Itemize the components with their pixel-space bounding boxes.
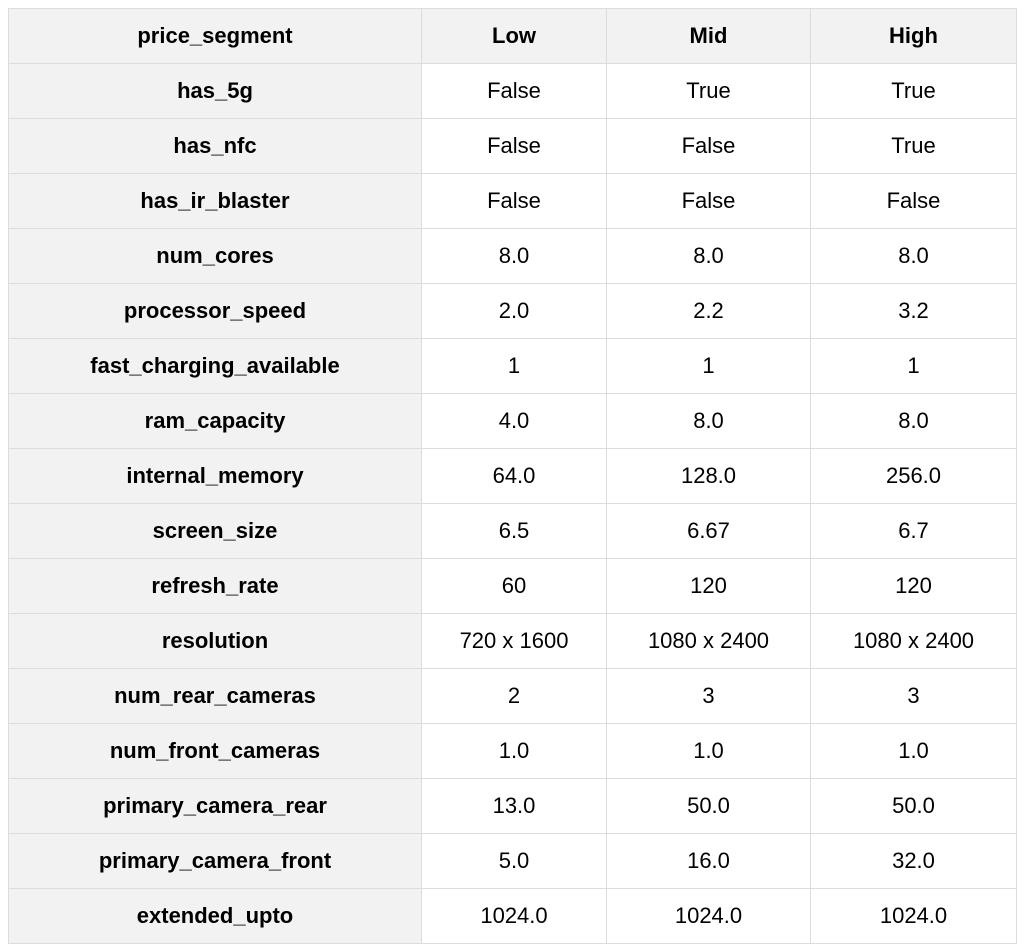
- table-row: num_cores 8.0 8.0 8.0: [8, 228, 1017, 284]
- cell-low: 60: [421, 558, 607, 614]
- cell-high: 3.2: [810, 283, 1017, 339]
- table-row: num_rear_cameras 2 3 3: [8, 668, 1017, 724]
- cell-mid: 1.0: [606, 723, 811, 779]
- row-label: primary_camera_front: [8, 833, 422, 889]
- table-row: has_5g False True True: [8, 63, 1017, 119]
- header-row: price_segment Low Mid High: [8, 8, 1017, 64]
- table-row: num_front_cameras 1.0 1.0 1.0: [8, 723, 1017, 779]
- header-cell-low: Low: [421, 8, 607, 64]
- cell-mid: 8.0: [606, 228, 811, 284]
- cell-low: 5.0: [421, 833, 607, 889]
- cell-low: 8.0: [421, 228, 607, 284]
- table-row: primary_camera_front 5.0 16.0 32.0: [8, 833, 1017, 889]
- table-header: price_segment Low Mid High: [8, 8, 1017, 64]
- row-label: internal_memory: [8, 448, 422, 504]
- cell-high: True: [810, 63, 1017, 119]
- row-label: ram_capacity: [8, 393, 422, 449]
- table-row: primary_camera_rear 13.0 50.0 50.0: [8, 778, 1017, 834]
- row-label: extended_upto: [8, 888, 422, 944]
- table-row: fast_charging_available 1 1 1: [8, 338, 1017, 394]
- row-label: num_front_cameras: [8, 723, 422, 779]
- table-row: refresh_rate 60 120 120: [8, 558, 1017, 614]
- cell-low: False: [421, 63, 607, 119]
- header-cell-mid: Mid: [606, 8, 811, 64]
- row-label: refresh_rate: [8, 558, 422, 614]
- row-label: resolution: [8, 613, 422, 669]
- cell-mid: False: [606, 173, 811, 229]
- cell-mid: 1080 x 2400: [606, 613, 811, 669]
- table-container: price_segment Low Mid High has_5g False Tr…: [8, 8, 1017, 944]
- cell-low: False: [421, 173, 607, 229]
- cell-mid: 120: [606, 558, 811, 614]
- table-row: resolution 720 x 1600 1080 x 2400 1080 x 24…: [8, 613, 1017, 669]
- cell-high: 256.0: [810, 448, 1017, 504]
- cell-high: 8.0: [810, 228, 1017, 284]
- cell-mid: 2.2: [606, 283, 811, 339]
- row-label: primary_camera_rear: [8, 778, 422, 834]
- cell-mid: 6.67: [606, 503, 811, 559]
- table-row: ram_capacity 4.0 8.0 8.0: [8, 393, 1017, 449]
- cell-high: True: [810, 118, 1017, 174]
- row-label: num_cores: [8, 228, 422, 284]
- cell-mid: 128.0: [606, 448, 811, 504]
- row-label: fast_charging_available: [8, 338, 422, 394]
- cell-mid: 8.0: [606, 393, 811, 449]
- cell-high: 50.0: [810, 778, 1017, 834]
- cell-mid: 1024.0: [606, 888, 811, 944]
- table-row: has_nfc False False True: [8, 118, 1017, 174]
- cell-high: False: [810, 173, 1017, 229]
- header-cell-high: High: [810, 8, 1017, 64]
- cell-low: 2.0: [421, 283, 607, 339]
- cell-mid: 16.0: [606, 833, 811, 889]
- cell-high: 32.0: [810, 833, 1017, 889]
- cell-low: 4.0: [421, 393, 607, 449]
- table-row: screen_size 6.5 6.67 6.7: [8, 503, 1017, 559]
- cell-mid: 1: [606, 338, 811, 394]
- table-row: has_ir_blaster False False False: [8, 173, 1017, 229]
- cell-high: 1080 x 2400: [810, 613, 1017, 669]
- table-body: has_5g False True True has_nfc False False True…: [8, 63, 1017, 944]
- row-label: processor_speed: [8, 283, 422, 339]
- cell-high: 8.0: [810, 393, 1017, 449]
- table-row: internal_memory 64.0 128.0 256.0: [8, 448, 1017, 504]
- cell-high: 120: [810, 558, 1017, 614]
- row-label: has_5g: [8, 63, 422, 119]
- cell-low: 1024.0: [421, 888, 607, 944]
- cell-low: 64.0: [421, 448, 607, 504]
- table-row: processor_speed 2.0 2.2 3.2: [8, 283, 1017, 339]
- cell-low: 6.5: [421, 503, 607, 559]
- cell-mid: 3: [606, 668, 811, 724]
- cell-mid: 50.0: [606, 778, 811, 834]
- cell-high: 1: [810, 338, 1017, 394]
- cell-low: 720 x 1600: [421, 613, 607, 669]
- cell-high: 1.0: [810, 723, 1017, 779]
- table-row: extended_upto 1024.0 1024.0 1024.0: [8, 888, 1017, 944]
- cell-low: 13.0: [421, 778, 607, 834]
- cell-high: 6.7: [810, 503, 1017, 559]
- cell-low: False: [421, 118, 607, 174]
- row-label: num_rear_cameras: [8, 668, 422, 724]
- cell-high: 3: [810, 668, 1017, 724]
- cell-low: 2: [421, 668, 607, 724]
- cell-low: 1.0: [421, 723, 607, 779]
- cell-mid: True: [606, 63, 811, 119]
- row-label: screen_size: [8, 503, 422, 559]
- price-segment-table: price_segment Low Mid High has_5g False Tr…: [8, 8, 1017, 944]
- cell-low: 1: [421, 338, 607, 394]
- row-label: has_ir_blaster: [8, 173, 422, 229]
- row-label: has_nfc: [8, 118, 422, 174]
- cell-mid: False: [606, 118, 811, 174]
- header-cell-price-segment: price_segment: [8, 8, 422, 64]
- cell-high: 1024.0: [810, 888, 1017, 944]
